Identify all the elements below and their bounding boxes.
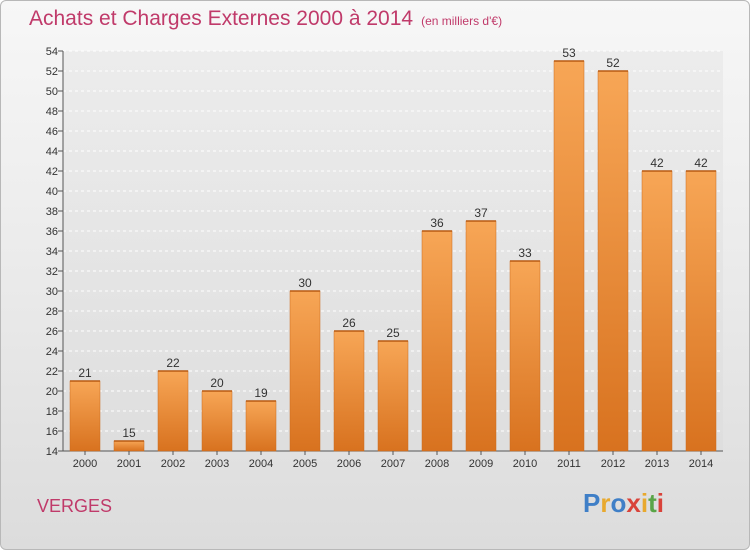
- logo-letter: i: [640, 488, 649, 518]
- y-tick-label: 18: [46, 406, 58, 418]
- chart-title-text: Achats et Charges Externes 2000 à 2014: [29, 7, 414, 30]
- y-tick-label: 54: [46, 46, 58, 58]
- bar: [553, 60, 585, 452]
- bar-value-label: 30: [298, 276, 312, 290]
- bar: [245, 400, 277, 452]
- x-tick-label: 2006: [337, 458, 361, 470]
- bar: [377, 340, 409, 452]
- y-tick-label: 52: [46, 66, 58, 78]
- logo-letter: r: [600, 488, 611, 518]
- x-tick-label: 2010: [513, 458, 537, 470]
- x-tick-label: 2007: [381, 458, 405, 470]
- bar-value-label: 19: [254, 386, 268, 400]
- bar-value-label: 37: [474, 206, 488, 220]
- x-tick-label: 2009: [469, 458, 493, 470]
- y-tick-label: 24: [46, 346, 58, 358]
- bar: [69, 380, 101, 452]
- y-tick-label: 38: [46, 206, 58, 218]
- y-tick-label: 32: [46, 266, 58, 278]
- y-tick-label: 36: [46, 226, 58, 238]
- y-tick-label: 22: [46, 366, 58, 378]
- logo-letter: x: [626, 488, 641, 518]
- bar: [641, 170, 673, 452]
- y-tick-label: 46: [46, 126, 58, 138]
- logo-letter: o: [610, 488, 627, 518]
- bar: [289, 290, 321, 452]
- bar-value-label: 15: [122, 426, 136, 440]
- bar: [597, 70, 629, 452]
- bar-value-label: 36: [430, 216, 444, 230]
- location-label: VERGES: [37, 496, 113, 516]
- logo-letter: i: [656, 488, 664, 518]
- x-tick-label: 2008: [425, 458, 449, 470]
- bar-value-label: 20: [210, 376, 224, 390]
- bar-value-label: 25: [386, 326, 400, 340]
- chart-title: Achats et Charges Externes 2000 à 2014 (e…: [29, 7, 502, 31]
- x-tick-label: 2005: [293, 458, 317, 470]
- y-tick-label: 34: [46, 246, 58, 258]
- x-tick-label: 2001: [117, 458, 141, 470]
- bar-value-label: 52: [606, 56, 620, 70]
- x-tick-label: 2013: [645, 458, 669, 470]
- y-tick-label: 30: [46, 286, 58, 298]
- x-tick-label: 2000: [73, 458, 97, 470]
- bar: [509, 260, 541, 452]
- bar-value-label: 21: [78, 366, 92, 380]
- bar: [201, 390, 233, 452]
- bar-value-label: 53: [562, 46, 576, 60]
- chart-subtitle: (en milliers d'€): [421, 14, 503, 28]
- y-tick-label: 28: [46, 306, 58, 318]
- logo-letter: P: [583, 488, 601, 518]
- bar: [465, 220, 497, 452]
- bar: [685, 170, 717, 452]
- x-tick-label: 2004: [249, 458, 273, 470]
- y-tick-label: 26: [46, 326, 58, 338]
- x-tick-label: 2003: [205, 458, 229, 470]
- y-tick-label: 20: [46, 386, 58, 398]
- y-tick-label: 42: [46, 166, 58, 178]
- y-tick-label: 48: [46, 106, 58, 118]
- x-tick-label: 2011: [557, 458, 581, 470]
- bar: [113, 440, 145, 452]
- x-tick-label: 2002: [161, 458, 185, 470]
- bar-value-label: 26: [342, 316, 356, 330]
- bar-value-label: 42: [694, 156, 708, 170]
- bar-value-label: 33: [518, 246, 532, 260]
- y-tick-label: 16: [46, 426, 58, 438]
- y-tick-label: 40: [46, 186, 58, 198]
- x-tick-label: 2014: [689, 458, 713, 470]
- bar: [157, 370, 189, 452]
- bar-value-label: 22: [166, 356, 180, 370]
- y-tick-label: 44: [46, 146, 58, 158]
- bar-value-label: 42: [650, 156, 664, 170]
- y-tick-label: 50: [46, 86, 58, 98]
- bar: [333, 330, 365, 452]
- proxiti-logo: Proxiti: [583, 488, 664, 519]
- y-tick-label: 14: [46, 446, 58, 458]
- logo-letter: t: [648, 488, 657, 518]
- x-tick-label: 2012: [601, 458, 625, 470]
- bar: [421, 230, 453, 452]
